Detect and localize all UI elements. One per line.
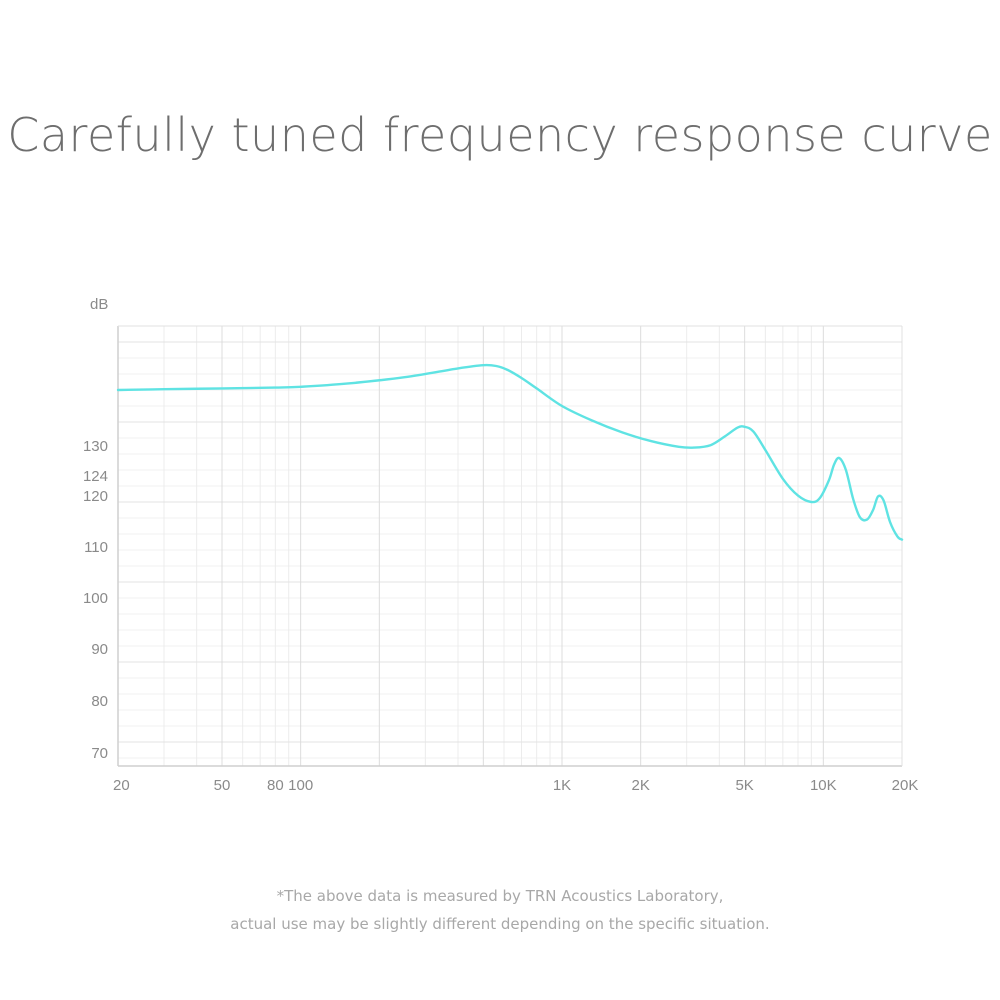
- x-tick-label: 20K: [892, 777, 919, 794]
- x-tick-label: 50: [214, 777, 231, 794]
- major-gridlines: [118, 326, 902, 766]
- x-tick-label: 2K: [631, 777, 649, 794]
- y-tick-label: 124: [83, 468, 108, 485]
- y-tick-label: 120: [83, 488, 108, 505]
- y-tick-label: 110: [84, 539, 108, 556]
- y-axis-label: dB: [90, 296, 108, 313]
- y-tick-label: 90: [91, 641, 108, 658]
- y-tick-label: 70: [91, 745, 108, 762]
- x-tick-label: 20: [113, 777, 130, 794]
- chart-axes: [117, 325, 903, 767]
- minor-gridlines: [118, 326, 902, 766]
- footnote-line-1: *The above data is measured by TRN Acous…: [276, 887, 724, 905]
- y-tick-label: 130: [83, 438, 108, 455]
- series-layer: [116, 363, 904, 541]
- footnote-line-2: actual use may be slightly different dep…: [230, 915, 770, 933]
- x-tick-label: 10K: [810, 777, 837, 794]
- x-tick-label: 5K: [735, 777, 753, 794]
- y-tick-label: 80: [91, 693, 108, 710]
- x-tick-label: 100: [288, 777, 313, 794]
- y-tick-label: 100: [83, 590, 108, 607]
- page-title: Carefully tuned frequency response curve: [7, 108, 993, 162]
- frequency-response-line: [116, 363, 904, 541]
- x-tick-label: 80: [267, 777, 284, 794]
- x-tick-label: 1K: [553, 777, 571, 794]
